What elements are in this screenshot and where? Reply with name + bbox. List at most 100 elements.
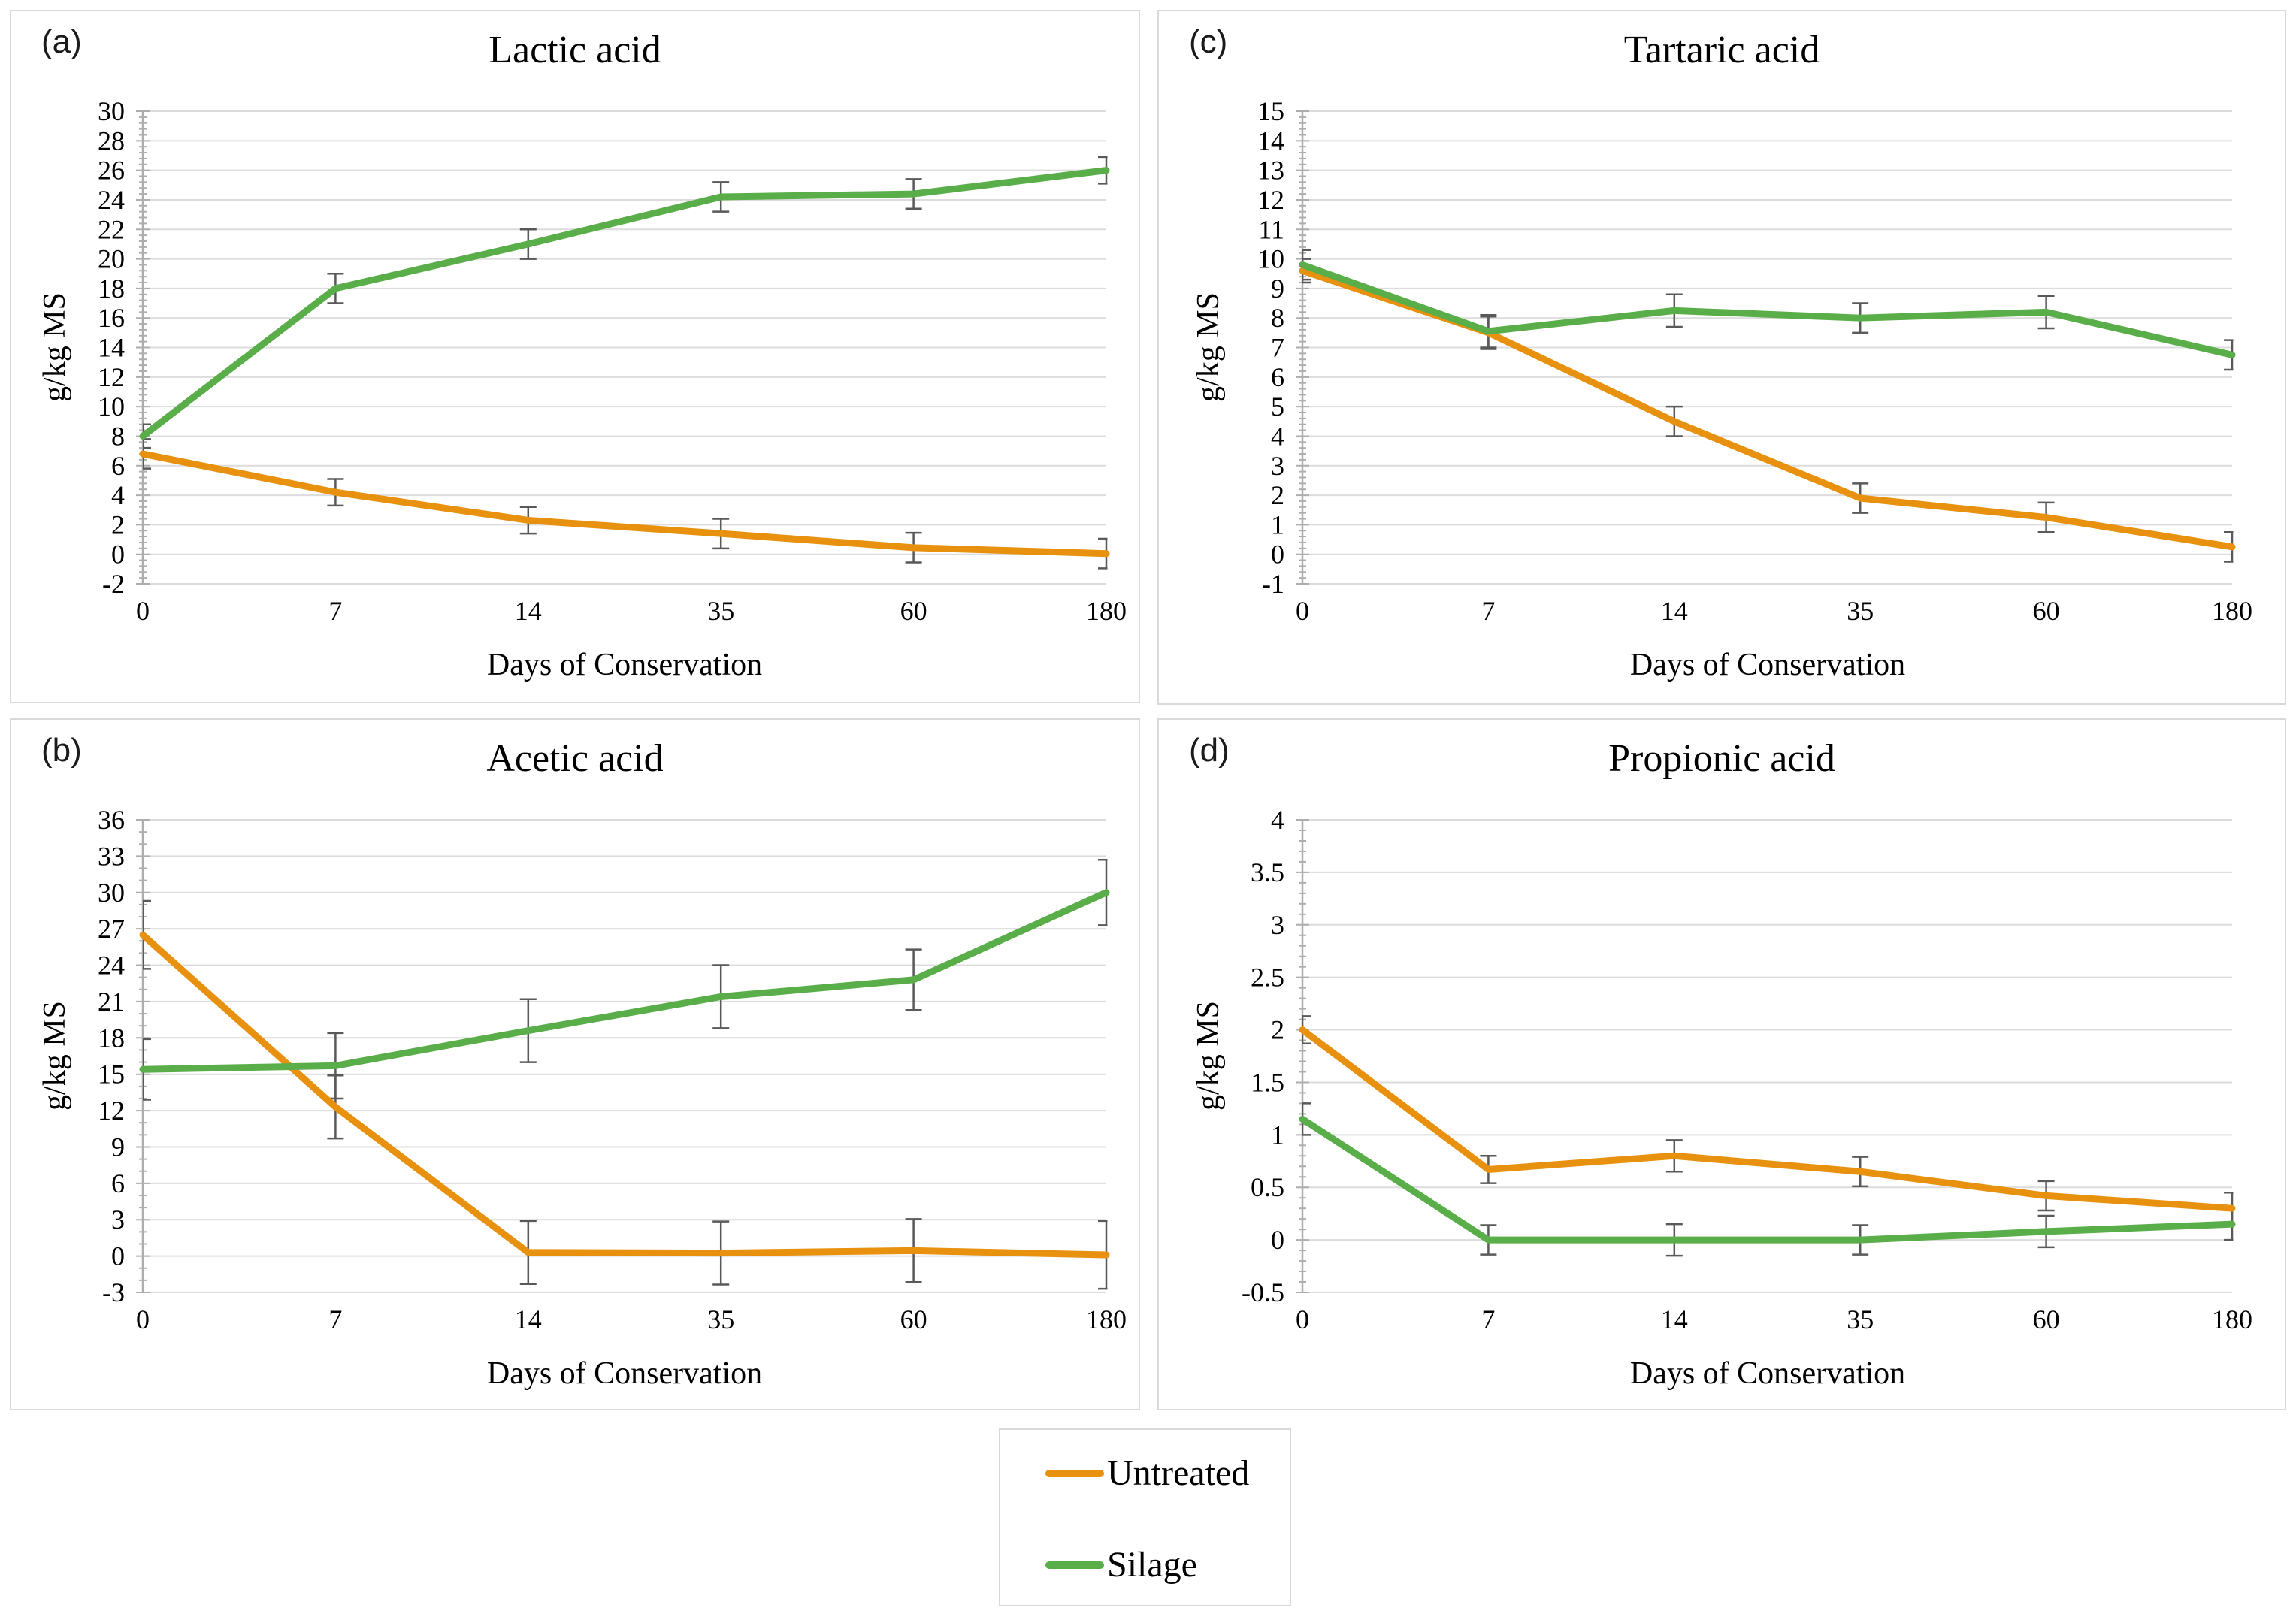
panel-lactic-acid: (a) Lactic acid g/kg MS -2 0 2 4 6 8 10 12 14 16 1…	[10, 10, 1140, 703]
svg-text:4: 4	[1271, 805, 1284, 835]
svg-text:15: 15	[98, 1059, 125, 1090]
svg-text:4: 4	[111, 480, 125, 510]
svg-text:35: 35	[707, 596, 734, 626]
svg-text:12: 12	[98, 362, 125, 392]
svg-text:16: 16	[98, 303, 125, 333]
svg-text:-0.5: -0.5	[1242, 1277, 1284, 1307]
svg-text:35: 35	[1847, 1304, 1874, 1334]
svg-text:13: 13	[1257, 156, 1284, 186]
panel-letter: (a)	[41, 23, 82, 60]
chart-title: Acetic acid	[486, 737, 664, 780]
svg-text:15: 15	[1257, 96, 1284, 126]
silage-line-swatch	[1045, 1561, 1104, 1569]
svg-text:0.5: 0.5	[1251, 1172, 1284, 1202]
svg-text:14: 14	[98, 333, 125, 363]
legend-item-silage: Silage	[1045, 1547, 1197, 1583]
chart-title: Lactic acid	[489, 29, 661, 71]
svg-text:-2: -2	[102, 569, 125, 599]
panel-letter: (c)	[1189, 23, 1228, 60]
chart-title: Tartaric acid	[1623, 29, 1820, 71]
svg-text:10: 10	[98, 391, 125, 422]
x-axis-label: Days of Conservation	[1629, 648, 1906, 682]
svg-text:180: 180	[2212, 596, 2252, 626]
svg-text:0: 0	[1296, 596, 1309, 626]
svg-text:180: 180	[2212, 1304, 2252, 1334]
x-axis-label: Days of Conservation	[486, 648, 763, 682]
svg-text:7: 7	[328, 596, 342, 626]
legend-label: Silage	[1107, 1545, 1197, 1585]
y-axis-label: g/kg MS	[38, 1001, 72, 1111]
svg-text:27: 27	[98, 914, 125, 944]
panel-letter: (d)	[1189, 732, 1230, 769]
svg-text:11: 11	[1258, 214, 1284, 244]
propionic-acid-chart-plot: -0.5 0 0.5 1 1.5 2 2.5 3 3.5 4 0 7 14 35 60 180	[1242, 805, 2252, 1334]
svg-text:-1: -1	[1262, 569, 1284, 599]
svg-text:2: 2	[111, 509, 125, 540]
svg-text:30: 30	[98, 878, 125, 908]
svg-text:1: 1	[1271, 509, 1284, 540]
svg-text:33: 33	[98, 841, 125, 871]
svg-text:22: 22	[98, 214, 125, 244]
svg-text:0: 0	[136, 1304, 150, 1334]
svg-text:36: 36	[98, 805, 125, 835]
legend: Untreated Silage	[999, 1428, 1291, 1606]
svg-text:7: 7	[328, 1304, 342, 1334]
svg-text:6: 6	[1271, 362, 1284, 392]
svg-text:24: 24	[98, 185, 125, 215]
svg-text:0: 0	[1296, 1304, 1309, 1334]
svg-text:14: 14	[1661, 1304, 1688, 1334]
svg-text:18: 18	[98, 1023, 125, 1053]
svg-text:60: 60	[2033, 596, 2060, 626]
svg-text:3: 3	[111, 1204, 125, 1235]
svg-text:35: 35	[1847, 596, 1874, 626]
svg-text:3: 3	[1271, 451, 1284, 481]
svg-text:0: 0	[111, 540, 125, 570]
svg-text:7: 7	[1481, 596, 1495, 626]
svg-text:12: 12	[98, 1096, 125, 1126]
svg-text:7: 7	[1271, 333, 1284, 363]
svg-text:2: 2	[1271, 480, 1284, 510]
svg-text:7: 7	[1481, 1304, 1495, 1334]
svg-text:4: 4	[1271, 421, 1284, 451]
svg-text:60: 60	[2033, 1304, 2060, 1334]
y-axis-label: g/kg MS	[1191, 1001, 1226, 1111]
svg-text:2.5: 2.5	[1251, 963, 1284, 993]
svg-text:26: 26	[98, 156, 125, 186]
svg-text:14: 14	[515, 596, 542, 626]
panel-acetic-acid: (b) Acetic acid g/kg MS -3 0 3 6 9 12 15 18 21 24…	[10, 718, 1140, 1410]
svg-text:6: 6	[111, 451, 125, 481]
svg-text:2: 2	[1271, 1015, 1284, 1045]
panel-propionic-acid: (d) Propionic acid g/kg MS -0.5 0 0.5 1 1.5 2…	[1157, 718, 2286, 1410]
x-axis-label: Days of Conservation	[486, 1356, 763, 1391]
svg-text:10: 10	[1257, 244, 1284, 274]
panel-tartaric-acid: (c) Tartaric acid g/kg MS -1 0 1 2 3 4 5 6 7 8 9 10…	[1157, 10, 2286, 705]
svg-text:30: 30	[98, 96, 125, 126]
y-axis-label: g/kg MS	[38, 292, 72, 402]
svg-text:1: 1	[1271, 1120, 1284, 1150]
svg-text:3.5: 3.5	[1251, 857, 1284, 887]
svg-text:60: 60	[900, 1304, 927, 1334]
svg-text:0: 0	[136, 596, 150, 626]
svg-text:9: 9	[1271, 274, 1284, 304]
svg-text:8: 8	[111, 421, 125, 451]
svg-text:21: 21	[98, 987, 125, 1017]
svg-text:14: 14	[515, 1304, 542, 1334]
chart-title: Propionic acid	[1608, 737, 1835, 780]
legend-item-untreated: Untreated	[1045, 1455, 1249, 1492]
svg-text:0: 0	[1271, 540, 1284, 570]
svg-text:8: 8	[1271, 303, 1284, 333]
svg-text:1.5: 1.5	[1251, 1067, 1284, 1097]
svg-text:6: 6	[111, 1168, 125, 1198]
svg-text:24: 24	[98, 951, 125, 981]
svg-text:14: 14	[1257, 125, 1284, 156]
x-axis-label: Days of Conservation	[1629, 1356, 1906, 1391]
panel-letter: (b)	[41, 732, 82, 769]
svg-text:60: 60	[900, 596, 927, 626]
svg-text:12: 12	[1257, 185, 1284, 215]
svg-text:18: 18	[98, 274, 125, 304]
y-axis-label: g/kg MS	[1191, 292, 1226, 402]
svg-text:-3: -3	[102, 1277, 125, 1307]
